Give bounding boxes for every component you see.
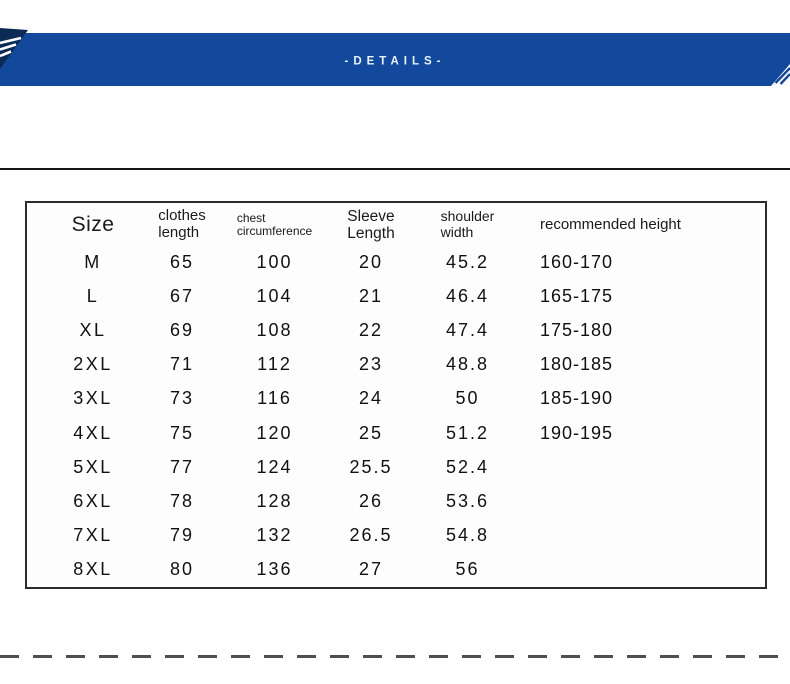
column-header-size: Size — [71, 213, 115, 237]
table-cell: 116 — [257, 388, 292, 409]
table-cell: 190-195 — [540, 422, 614, 443]
table-cell: 120 — [256, 422, 293, 443]
table-cell: 46.4 — [445, 285, 490, 306]
table-cell: 79 — [169, 525, 195, 546]
table-cell: 108 — [256, 319, 293, 340]
table-cell: 124 — [256, 456, 293, 477]
table-cell: 100 — [256, 251, 293, 272]
column-header-shoulder-width: shoulder width — [440, 208, 495, 240]
table-cell: 24 — [358, 388, 384, 409]
table-cell: 52.4 — [445, 456, 490, 477]
table-cell: 80 — [169, 559, 195, 580]
table-cell: 26.5 — [349, 525, 393, 546]
table-cell: 8XL — [73, 559, 113, 580]
column-header-recommended-height: recommended height — [540, 215, 681, 233]
bottom-dashed-divider — [0, 655, 790, 658]
banner-title: -DETAILS- — [344, 54, 446, 67]
table-cell: 5XL — [73, 456, 113, 477]
table-cell: 25 — [358, 422, 384, 443]
size-table-row: XL 69 108 22 47.4 175-180 — [27, 313, 765, 347]
table-cell: 54.8 — [445, 525, 490, 546]
banner-left-stripes-decoration — [0, 28, 28, 69]
size-table-row: 6XL 78 128 26 53.6 — [27, 484, 765, 518]
table-cell: 112 — [257, 354, 292, 375]
table-cell: 56 — [455, 559, 480, 580]
table-cell: 69 — [169, 319, 195, 340]
size-table-row: L 67 104 21 46.4 165-175 — [27, 279, 765, 313]
table-cell: L — [86, 285, 100, 306]
table-cell: XL — [79, 319, 107, 340]
size-table-row: 7XL 79 132 26.5 54.8 — [27, 519, 765, 553]
column-header-chest-circumference: chest circumference — [236, 210, 313, 238]
table-cell: 6XL — [73, 490, 113, 511]
table-cell: 185-190 — [540, 388, 614, 409]
size-table-row: M 65 100 20 45.2 160-170 — [27, 245, 765, 279]
table-cell: 23 — [358, 354, 384, 375]
size-table-row: 5XL 77 124 25.5 52.4 — [27, 450, 765, 484]
table-cell: 27 — [358, 559, 384, 580]
table-cell: 165-175 — [540, 285, 614, 306]
table-cell: 22 — [358, 319, 384, 340]
size-table-row: 2XL 71 112 23 48.8 180-185 — [27, 348, 765, 382]
table-cell: 7XL — [73, 525, 113, 546]
table-cell: 71 — [169, 354, 195, 375]
table-cell: 21 — [358, 285, 384, 306]
table-cell: 26 — [358, 490, 384, 511]
table-cell: 132 — [256, 525, 293, 546]
table-cell: M — [84, 251, 102, 272]
table-cell: 78 — [169, 490, 195, 511]
table-cell: 77 — [169, 456, 195, 477]
table-cell: 160-170 — [540, 251, 614, 272]
table-cell: 4XL — [73, 422, 113, 443]
table-cell: 136 — [256, 559, 293, 580]
table-cell: 104 — [256, 285, 293, 306]
size-table-row: 4XL 75 120 25 51.2 190-195 — [27, 416, 765, 450]
table-cell: 47.4 — [445, 319, 490, 340]
size-table-body: M 65 100 20 45.2 160-170 L 67 104 21 46.4 165-175 XL… — [27, 245, 765, 587]
table-cell: 53.6 — [445, 490, 490, 511]
table-cell: 50 — [455, 388, 480, 409]
table-cell: 2XL — [73, 354, 113, 375]
table-cell: 48.8 — [445, 354, 490, 375]
details-banner: -DETAILS- — [0, 28, 790, 86]
table-cell: 51.2 — [445, 422, 490, 443]
table-cell: 75 — [169, 422, 195, 443]
size-table: Size clothes length chest circumference Sleev… — [25, 201, 767, 589]
size-table-row: 3XL 73 116 24 50 185-190 — [27, 382, 765, 416]
size-table-header-row: Size clothes length chest circumference Sleev… — [27, 205, 765, 245]
table-cell: 67 — [169, 285, 195, 306]
table-cell: 3XL — [73, 388, 113, 409]
table-cell: 128 — [256, 490, 293, 511]
table-cell: 73 — [169, 388, 195, 409]
table-cell: 45.2 — [445, 251, 490, 272]
table-cell: 180-185 — [540, 354, 614, 375]
size-table-row: 8XL 80 136 27 56 — [27, 553, 765, 587]
table-cell: 65 — [169, 251, 195, 272]
section-divider-line — [0, 168, 790, 170]
column-header-sleeve-length: Sleeve Length — [347, 207, 395, 242]
table-cell: 175-180 — [540, 319, 614, 340]
table-cell: 20 — [358, 251, 384, 272]
table-cell: 25.5 — [349, 456, 393, 477]
banner-right-stripes-decoration — [771, 64, 790, 86]
column-header-clothes-length: clothes length — [158, 207, 206, 241]
